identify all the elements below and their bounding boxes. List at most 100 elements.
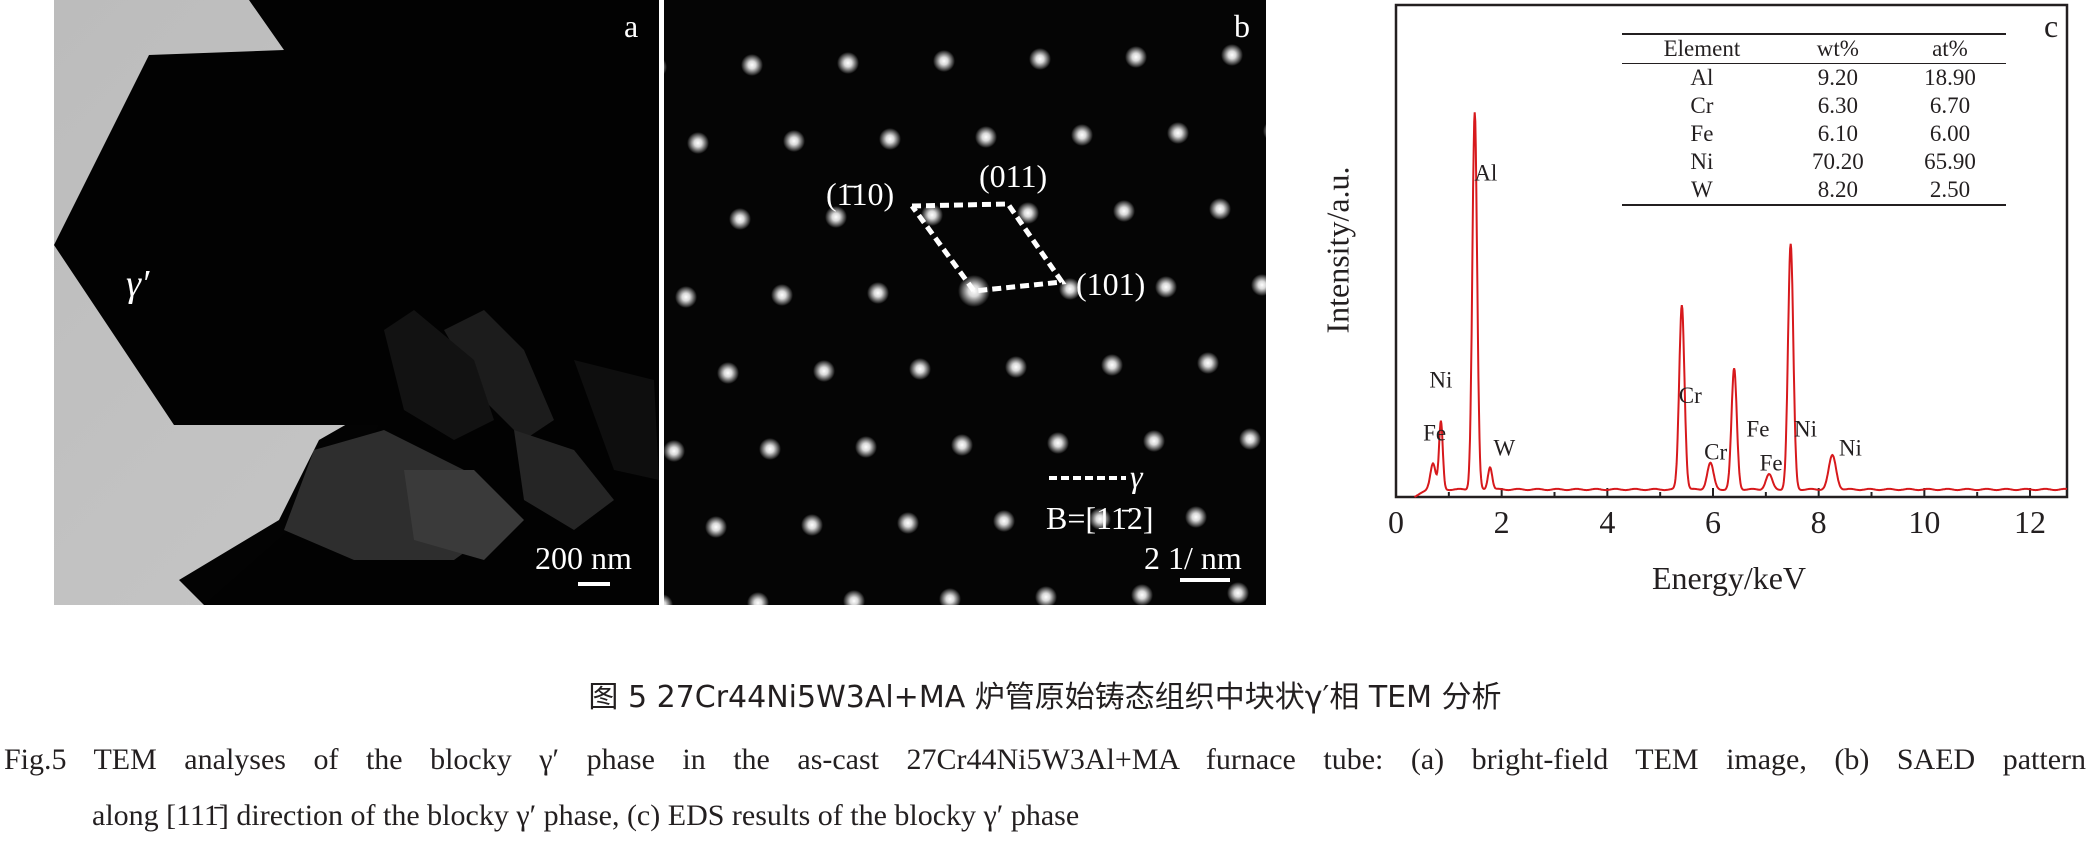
x-tick-label: 8	[1811, 504, 1827, 540]
gamma-prime-label: γ′	[126, 263, 150, 305]
diffraction-spot	[1035, 586, 1057, 605]
x-tick-label: 2	[1494, 504, 1510, 540]
peak-label: Cr	[1704, 439, 1727, 464]
diffraction-spot	[664, 59, 667, 75]
plot-frame	[1394, 3, 2069, 499]
gamma-legend-label: γ	[1130, 458, 1143, 494]
diffraction-spot	[759, 438, 781, 460]
cell-at: 65.90	[1924, 149, 1976, 174]
diffraction-spot	[1209, 198, 1231, 220]
diffraction-spot	[1197, 352, 1219, 374]
figure-caption-english: Fig.5 TEM analyses of the blocky γ′ phas…	[4, 732, 2086, 844]
panel-letter-b: b	[1234, 8, 1250, 44]
diffraction-spot	[1185, 506, 1207, 528]
cell-element: Cr	[1690, 93, 1714, 118]
diffraction-spot	[1131, 584, 1153, 605]
saed-pattern: b (1̄10) (011) (101) γ B=[11̄2] 2 1/ nm	[664, 0, 1266, 605]
scale-bar	[1180, 578, 1230, 582]
cell-element: Fe	[1690, 121, 1714, 146]
cell-element: Al	[1690, 65, 1714, 90]
diffraction-spot	[687, 132, 709, 154]
cell-wt: 8.20	[1817, 177, 1858, 202]
panel-letter-a: a	[624, 8, 639, 44]
diffraction-spot	[939, 588, 961, 605]
peak-label: Fe	[1746, 417, 1769, 442]
cell-at: 2.50	[1929, 177, 1971, 202]
peak-label: Fe	[1760, 451, 1783, 476]
miller-index-1-10: (1̄10)	[826, 176, 895, 212]
cell-wt: 70.20	[1811, 149, 1864, 174]
diffraction-spot	[1221, 44, 1243, 66]
diffraction-spot	[1263, 123, 1266, 139]
peak-label: W	[1493, 436, 1515, 461]
panel-letter-c: c	[2044, 8, 2059, 44]
header-element: Element	[1663, 36, 1741, 61]
diffraction-spot	[747, 592, 769, 605]
eds-chart: 0 2 4 6 8 10 12 Ni Fe Al W Cr Cr Fe Fe Ni Ni	[1388, 3, 2069, 540]
x-axis-label: Energy/keV	[1652, 560, 1807, 596]
spectrum-line	[1413, 112, 2068, 498]
diffraction-spot	[867, 282, 889, 304]
caption-english-line-1: Fig.5 TEM analyses of the blocky γ′ phas…	[4, 743, 2086, 776]
scale-bar	[578, 582, 610, 586]
bright-field-tem-image: a γ′ 200 nm	[54, 0, 659, 605]
diffraction-spot	[771, 284, 793, 306]
x-tick-label: 12	[2014, 504, 2046, 540]
header-at: at%	[1932, 36, 1968, 61]
diffraction-spot	[1047, 432, 1069, 454]
peak-label: Fe	[1423, 420, 1446, 445]
unit-cell-outline	[909, 201, 1067, 294]
diffraction-spot	[933, 50, 955, 72]
diffraction-spot	[921, 204, 943, 226]
diffraction-spot	[813, 360, 835, 382]
eds-spectrum-panel: 0 2 4 6 8 10 12 Ni Fe Al W Cr Cr Fe Fe Ni Ni c Energy/k…	[1300, 0, 2090, 610]
diffraction-spot	[1113, 200, 1135, 222]
scale-bar-label: 2 1/ nm	[1144, 540, 1242, 576]
diffraction-spot	[1101, 354, 1123, 376]
peak-label: Ni	[1794, 417, 1817, 442]
diffraction-spot	[729, 208, 751, 230]
diffraction-spot	[951, 434, 973, 456]
diffraction-spot	[801, 514, 823, 536]
composition-table: Element wt% at% Al 9.20 18.90 Cr 6.30 6.70 F…	[1622, 33, 2006, 206]
diffraction-spot	[741, 54, 763, 76]
diffraction-spot	[1167, 122, 1189, 144]
x-tick-label: 0	[1388, 504, 1404, 540]
tem-micrograph	[54, 0, 659, 605]
diffraction-spot	[909, 358, 931, 380]
diffraction-spot	[705, 516, 727, 538]
y-axis-label: Intensity/a.u.	[1319, 166, 1356, 334]
cell-at: 6.00	[1929, 121, 1971, 146]
cell-wt: 9.20	[1817, 65, 1858, 90]
x-tick-label: 4	[1599, 504, 1615, 540]
diffraction-spot	[975, 126, 997, 148]
scale-bar-label: 200 nm	[535, 540, 632, 576]
diffraction-spot	[825, 206, 847, 228]
x-tick-label: 10	[1908, 504, 1940, 540]
diffraction-spot	[1029, 48, 1051, 70]
header-wt: wt%	[1816, 36, 1859, 61]
diffraction-spot	[1071, 124, 1093, 146]
diffraction-spot	[717, 362, 739, 384]
diffraction-spot	[843, 590, 865, 605]
peak-label: Ni	[1839, 436, 1862, 461]
figure-caption-chinese: 图 5 27Cr44Ni5W3Al+MA 炉管原始铸态组织中块状γ′相 TEM …	[588, 680, 1502, 715]
diffraction-spot	[1089, 508, 1111, 530]
peak-label: Al	[1474, 160, 1497, 185]
peak-label: Ni	[1429, 368, 1452, 393]
diffraction-spot	[1227, 582, 1249, 604]
caption-english-line-2: along [111̄] direction of the blocky γ′ …	[92, 799, 1080, 832]
zone-axis-label: B=[11̄2]	[1046, 500, 1154, 536]
diffraction-spot	[1251, 274, 1266, 296]
diffraction-spot	[664, 440, 685, 462]
cell-at: 18.90	[1924, 65, 1976, 90]
cell-wt: 6.10	[1817, 121, 1858, 146]
diffraction-spot	[1143, 430, 1165, 452]
diffraction-spot	[855, 436, 877, 458]
diffraction-spot	[1005, 356, 1027, 378]
diffraction-spot	[783, 130, 805, 152]
diffraction-spot	[993, 510, 1015, 532]
diffraction-spot	[1125, 46, 1147, 68]
cell-element: Ni	[1690, 149, 1714, 174]
miller-index-101: (101)	[1076, 266, 1146, 302]
